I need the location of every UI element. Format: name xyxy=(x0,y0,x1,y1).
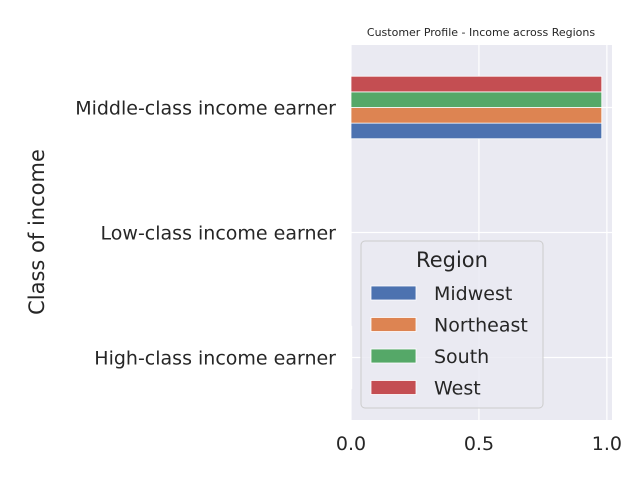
y-tick-label: Low-class income earner xyxy=(101,223,337,245)
legend-label-midwest: Midwest xyxy=(434,283,512,305)
bars xyxy=(350,75,603,390)
x-tick-label: 0.0 xyxy=(336,433,366,455)
bar-northeast-2 xyxy=(350,107,603,124)
legend-box xyxy=(360,240,544,409)
x-tick-labels: 0.0 0.5 1.0 xyxy=(336,433,622,455)
y-tick-label: Middle-class income earner xyxy=(75,98,336,120)
bar-south-2 xyxy=(350,91,603,108)
bar-west-2 xyxy=(350,75,603,93)
y-tick-labels: High-class income earner Low-class income… xyxy=(75,98,336,370)
bar-northeast-0 xyxy=(350,357,353,374)
legend-label-south: South xyxy=(434,346,489,368)
legend-label-northeast: Northeast xyxy=(434,315,528,337)
bar-midwest-0 xyxy=(350,372,353,390)
legend-items: Midwest Northeast South West xyxy=(370,283,528,400)
x-tick-label: 1.0 xyxy=(592,433,622,455)
legend-label-west: West xyxy=(434,378,481,400)
x-tick-label: 0.5 xyxy=(464,433,494,455)
legend-swatch-northeast xyxy=(370,317,417,332)
bar-west-0 xyxy=(350,325,353,343)
chart-title: Customer Profile - Income across Regions xyxy=(367,26,595,39)
legend-swatch-midwest xyxy=(370,285,417,301)
bar-midwest-2 xyxy=(350,122,603,140)
legend-swatch-south xyxy=(370,348,417,364)
bar-south-0 xyxy=(350,341,353,358)
y-tick-label: High-class income earner xyxy=(94,348,336,370)
y-axis-label: Class of income xyxy=(25,149,49,315)
legend-title: Region xyxy=(416,248,488,272)
legend-swatch-west xyxy=(370,380,417,395)
legend: Region Midwest Northeast South West xyxy=(360,240,544,409)
